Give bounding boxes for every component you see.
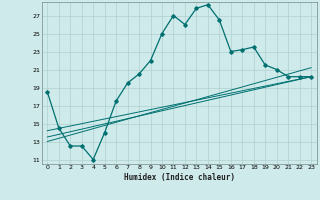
X-axis label: Humidex (Indice chaleur): Humidex (Indice chaleur): [124, 173, 235, 182]
